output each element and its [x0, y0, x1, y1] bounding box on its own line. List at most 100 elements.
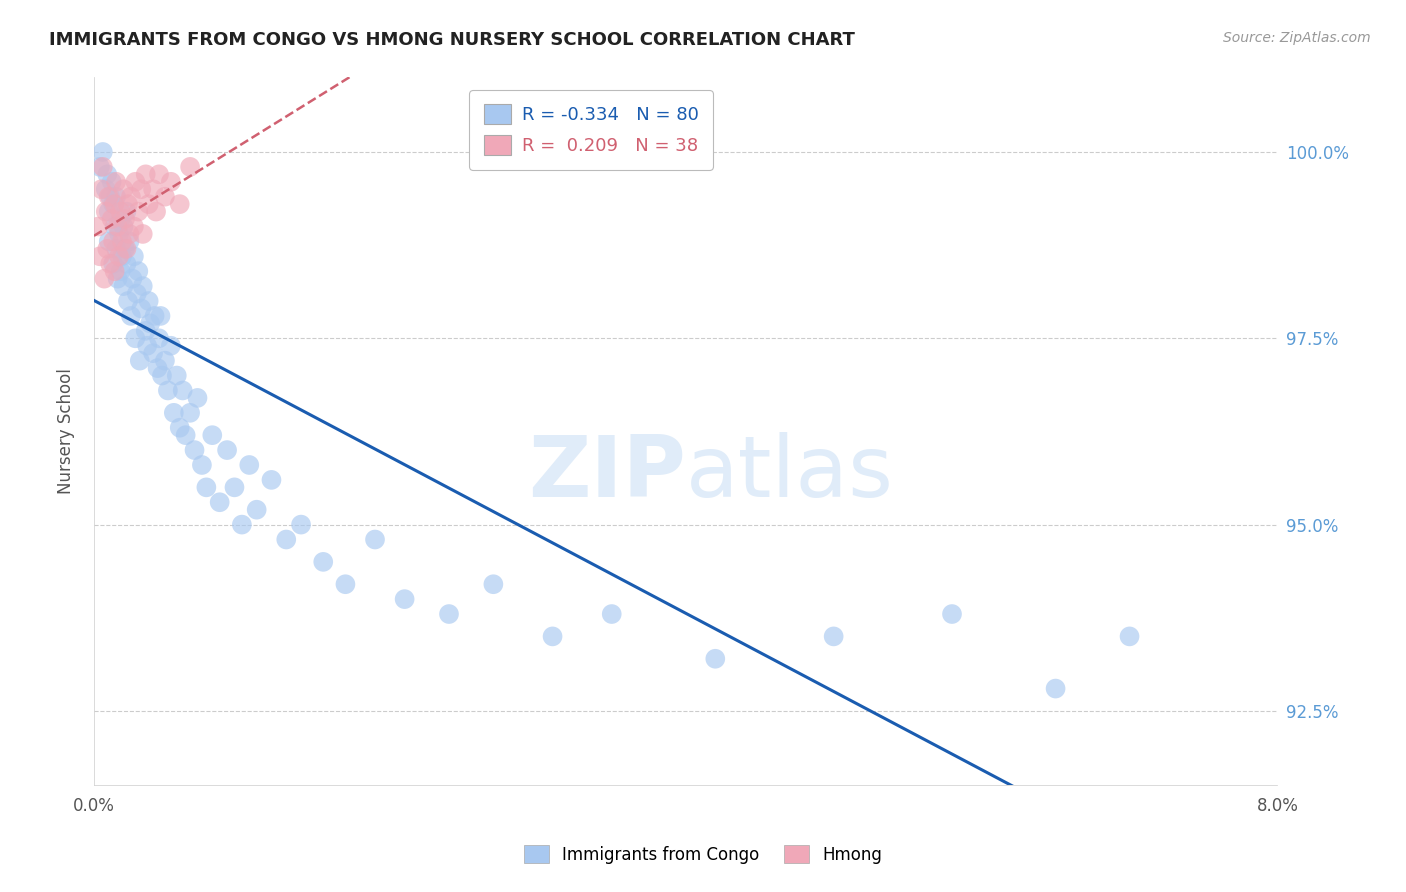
Point	[105, 242, 128, 256]
Point	[600, 607, 623, 621]
Point	[100, 175, 122, 189]
Point	[179, 406, 201, 420]
Text: ZIP: ZIP	[529, 433, 686, 516]
Point	[138, 293, 160, 308]
Point	[105, 175, 128, 189]
Point	[93, 271, 115, 285]
Point	[101, 197, 124, 211]
Point	[115, 204, 138, 219]
Point	[110, 264, 132, 278]
Point	[1118, 629, 1140, 643]
Point	[156, 384, 179, 398]
Point	[117, 293, 139, 308]
Point	[96, 167, 118, 181]
Point	[89, 160, 111, 174]
Point	[163, 406, 186, 420]
Point	[117, 197, 139, 211]
Point	[153, 189, 176, 203]
Point	[127, 264, 149, 278]
Point	[91, 145, 114, 159]
Point	[160, 175, 183, 189]
Point	[135, 324, 157, 338]
Point	[149, 309, 172, 323]
Point	[238, 458, 260, 472]
Point	[90, 182, 112, 196]
Point	[112, 219, 135, 234]
Point	[132, 279, 155, 293]
Point	[823, 629, 845, 643]
Point	[122, 219, 145, 234]
Point	[111, 249, 134, 263]
Point	[437, 607, 460, 621]
Point	[111, 235, 134, 249]
Point	[1045, 681, 1067, 696]
Point	[115, 257, 138, 271]
Point	[132, 227, 155, 241]
Point	[172, 384, 194, 398]
Point	[148, 167, 170, 181]
Point	[135, 167, 157, 181]
Point	[482, 577, 505, 591]
Point	[394, 592, 416, 607]
Point	[290, 517, 312, 532]
Point	[183, 443, 205, 458]
Point	[91, 160, 114, 174]
Point	[127, 204, 149, 219]
Point	[128, 353, 150, 368]
Point	[121, 271, 143, 285]
Point	[224, 480, 246, 494]
Point	[124, 331, 146, 345]
Point	[114, 242, 136, 256]
Point	[108, 249, 131, 263]
Point	[169, 421, 191, 435]
Point	[107, 219, 129, 234]
Point	[125, 286, 148, 301]
Point	[105, 189, 128, 203]
Point	[335, 577, 357, 591]
Point	[97, 189, 120, 203]
Point	[179, 160, 201, 174]
Point	[145, 204, 167, 219]
Point	[129, 301, 152, 316]
Point	[100, 212, 122, 227]
Point	[138, 197, 160, 211]
Point	[186, 391, 208, 405]
Point	[142, 346, 165, 360]
Text: Source: ZipAtlas.com: Source: ZipAtlas.com	[1223, 31, 1371, 45]
Point	[98, 257, 121, 271]
Point	[89, 249, 111, 263]
Point	[101, 235, 124, 249]
Point	[231, 517, 253, 532]
Point	[541, 629, 564, 643]
Point	[704, 652, 727, 666]
Point	[246, 502, 269, 516]
Point	[142, 182, 165, 196]
Text: atlas: atlas	[686, 433, 894, 516]
Point	[195, 480, 218, 494]
Point	[150, 368, 173, 383]
Point	[110, 212, 132, 227]
Point	[276, 533, 298, 547]
Point	[364, 533, 387, 547]
Point	[108, 227, 131, 241]
Point	[110, 204, 132, 219]
Point	[124, 175, 146, 189]
Point	[143, 309, 166, 323]
Point	[94, 204, 117, 219]
Point	[112, 279, 135, 293]
Y-axis label: Nursery School: Nursery School	[58, 368, 75, 494]
Point	[104, 197, 127, 211]
Point	[104, 264, 127, 278]
Point	[169, 197, 191, 211]
Point	[166, 368, 188, 383]
Point	[191, 458, 214, 472]
Point	[136, 339, 159, 353]
Point	[201, 428, 224, 442]
Point	[107, 271, 129, 285]
Point	[112, 182, 135, 196]
Point	[146, 361, 169, 376]
Point	[174, 428, 197, 442]
Point	[97, 204, 120, 219]
Point	[104, 219, 127, 234]
Point	[87, 219, 110, 234]
